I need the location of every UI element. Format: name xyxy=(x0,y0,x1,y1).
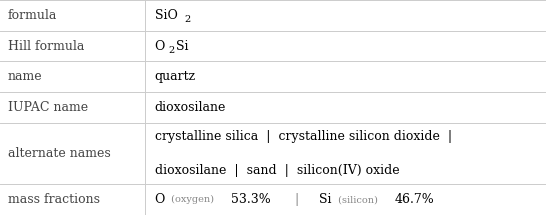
Text: SiO: SiO xyxy=(155,9,177,22)
Text: dioxosilane  |  sand  |  silicon(IV) oxide: dioxosilane | sand | silicon(IV) oxide xyxy=(155,164,399,177)
Text: dioxosilane: dioxosilane xyxy=(155,101,226,114)
Text: alternate names: alternate names xyxy=(8,147,110,160)
Text: formula: formula xyxy=(8,9,57,22)
Text: quartz: quartz xyxy=(155,70,195,83)
Text: Si: Si xyxy=(176,40,188,53)
Text: 2: 2 xyxy=(184,15,191,24)
Text: O: O xyxy=(155,193,165,206)
Text: 2: 2 xyxy=(168,46,174,55)
Text: (oxygen): (oxygen) xyxy=(168,195,217,204)
Text: 46.7%: 46.7% xyxy=(395,193,434,206)
Text: IUPAC name: IUPAC name xyxy=(8,101,88,114)
Text: (silicon): (silicon) xyxy=(335,195,381,204)
Text: Hill formula: Hill formula xyxy=(8,40,84,53)
Text: Si: Si xyxy=(319,193,331,206)
Text: |: | xyxy=(283,193,311,206)
Text: crystalline silica  |  crystalline silicon dioxide  |: crystalline silica | crystalline silicon… xyxy=(155,131,452,143)
Text: mass fractions: mass fractions xyxy=(8,193,99,206)
Text: 53.3%: 53.3% xyxy=(232,193,271,206)
Text: name: name xyxy=(8,70,42,83)
Text: O: O xyxy=(155,40,165,53)
